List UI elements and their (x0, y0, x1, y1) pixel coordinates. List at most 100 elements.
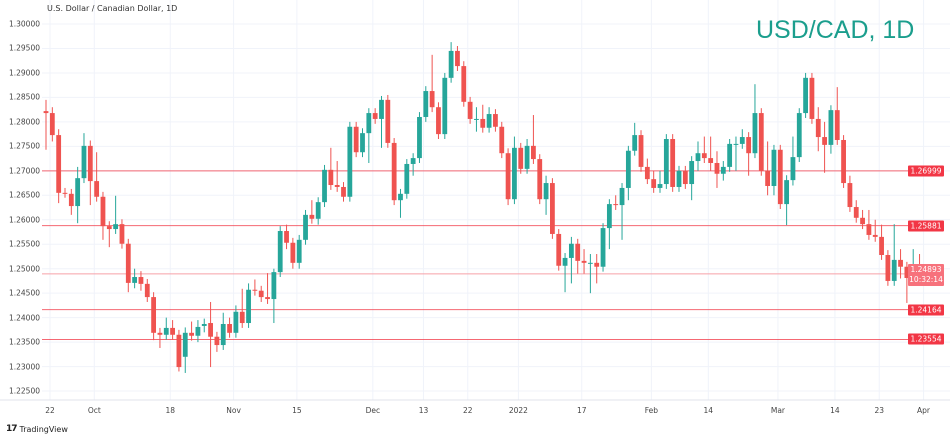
candle-body (68, 193, 74, 207)
candle (125, 238, 131, 293)
candle-body (568, 243, 574, 258)
candle (581, 249, 587, 274)
candle (372, 108, 378, 124)
candle-body (455, 50, 460, 67)
candle (746, 132, 752, 176)
candle-body (157, 332, 163, 335)
candle-body (417, 116, 422, 159)
candle (898, 249, 903, 279)
horizontal-levels (42, 170, 940, 340)
candle (113, 195, 119, 234)
candle (461, 61, 467, 107)
x-tick-label: Feb (644, 406, 658, 415)
tradingview-logo[interactable]: 17 TradingView (6, 424, 68, 434)
candle-body (765, 170, 771, 186)
candle (752, 84, 758, 159)
candle-body (132, 277, 138, 283)
candle-body (43, 111, 49, 114)
candle-body (752, 113, 758, 154)
candle-body (189, 332, 194, 336)
candle-body (271, 272, 277, 300)
y-tick-label: 1.28000 (8, 117, 40, 127)
candle (670, 134, 676, 192)
candle-body (277, 231, 283, 273)
candle-body (632, 135, 638, 151)
candle (632, 122, 638, 156)
candle (62, 187, 68, 198)
candle (182, 327, 188, 373)
level-price-label: 1.25881 (908, 220, 944, 232)
candle-body (657, 184, 663, 188)
candle-body (505, 153, 511, 200)
candle-body (423, 91, 429, 117)
candle-body (442, 77, 448, 135)
level-price-label: 1.24164 (908, 304, 944, 316)
candle-body (176, 334, 182, 368)
candle-body (258, 290, 264, 298)
candle (309, 200, 315, 224)
x-tick-label: 18 (165, 406, 176, 415)
candle (619, 183, 625, 240)
candle-body (676, 170, 682, 187)
candle-body (284, 231, 289, 243)
candle (853, 200, 859, 223)
candle-body (113, 224, 119, 230)
candle-body (138, 277, 144, 284)
y-tick-label: 1.22500 (8, 386, 40, 396)
candle-body (201, 324, 207, 326)
x-tick-label: 2022 (508, 406, 528, 415)
candle (891, 224, 897, 286)
candle (644, 158, 650, 185)
candle-body (714, 162, 720, 174)
candle (94, 152, 100, 202)
candle (765, 141, 771, 196)
y-tick-label: 1.23000 (8, 362, 40, 372)
candle (587, 254, 593, 294)
candle-body (341, 186, 346, 197)
candle-body (739, 137, 745, 144)
candle-body (334, 185, 340, 187)
candle-body (385, 99, 391, 143)
candle (366, 108, 372, 163)
bar-countdown: 10:32:14 (909, 275, 943, 284)
candle-body (208, 323, 213, 337)
candle-body (600, 228, 606, 267)
candle (284, 224, 289, 250)
candle (727, 139, 733, 172)
candle (151, 292, 157, 341)
candle-body (486, 114, 492, 128)
candle-body (467, 101, 473, 119)
candle (720, 161, 726, 181)
candle-body (872, 234, 878, 237)
candle (347, 121, 353, 202)
y-tick-label: 1.29500 (8, 43, 40, 53)
candle-body (436, 107, 441, 135)
candle-body (81, 145, 87, 179)
candle (303, 209, 308, 245)
watermark-title: USD/CAD, 1D (756, 16, 915, 44)
candle (809, 72, 815, 124)
candle-body (309, 214, 315, 219)
current-price-label: 1.24893 10:32:14 (908, 264, 944, 286)
candle-body (619, 187, 625, 206)
candle (847, 175, 853, 212)
x-tick-label: Dec (365, 406, 381, 415)
candle (556, 229, 562, 271)
candle (822, 121, 827, 173)
candle (208, 301, 213, 368)
candle-body (246, 289, 251, 324)
candle-body (512, 147, 517, 200)
candle (87, 140, 93, 206)
candle (246, 283, 251, 328)
candle (695, 141, 701, 171)
candle-body (815, 118, 821, 138)
candle-body (701, 153, 707, 159)
candle-body (404, 163, 410, 194)
candle-body (461, 66, 467, 102)
candle (43, 99, 49, 150)
candle (682, 165, 688, 189)
candle (866, 209, 872, 240)
x-tick-label: 14 (703, 406, 714, 415)
candle-body (106, 226, 112, 230)
